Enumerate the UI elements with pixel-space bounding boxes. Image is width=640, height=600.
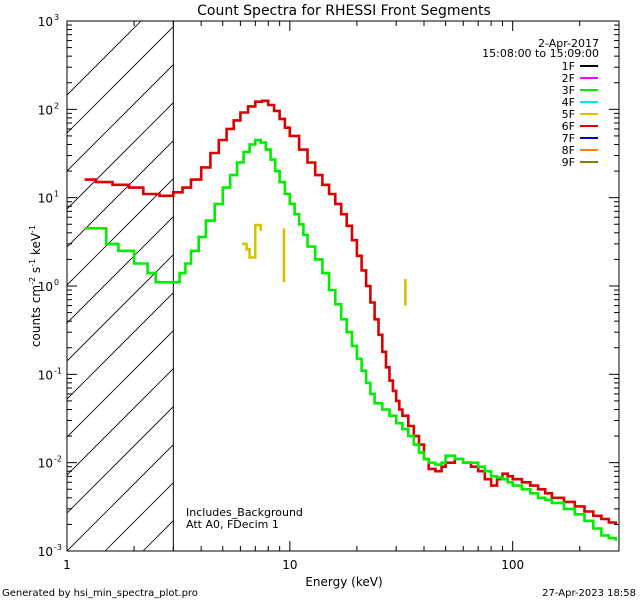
y-tick-label: 10 <box>38 545 53 559</box>
y-tick-label: 10 <box>38 192 53 206</box>
series-5F-line <box>242 223 262 259</box>
annotation-attenuator: Att A0, FDecim 1 <box>186 518 279 531</box>
legend-label: 1F <box>562 60 575 73</box>
series-3F-line <box>84 138 617 541</box>
hatch-line <box>409 21 640 551</box>
series-6F-line <box>84 99 617 525</box>
legend-label: 3F <box>562 84 575 97</box>
legend-label: 7F <box>562 132 575 145</box>
hatch-line <box>67 368 174 476</box>
x-tick-label: 1 <box>63 558 71 572</box>
time-range-label: 15:08:00 to 15:09:00 <box>482 47 599 60</box>
legend-label: 8F <box>562 144 575 157</box>
y-axis-label: counts cm-2 s-1 keV-1 <box>28 225 43 347</box>
hatch-line <box>67 26 174 134</box>
hatch-line <box>67 64 174 172</box>
hatch-line <box>67 444 174 551</box>
y-tick-exponent: -1 <box>54 366 62 375</box>
hatched-region <box>67 21 640 551</box>
y-tick-exponent: -3 <box>54 543 62 552</box>
y-tick-exponent: 2 <box>54 101 59 110</box>
legend-label: 9F <box>562 156 575 169</box>
y-tick-label: 10 <box>38 103 53 117</box>
legend-label: 6F <box>562 120 575 133</box>
hatch-line <box>219 21 640 551</box>
y-tick-exponent: 0 <box>54 278 59 287</box>
hatch-line <box>257 21 640 551</box>
y-tick-exponent: -2 <box>54 455 62 464</box>
plot-frame <box>66 20 620 552</box>
hatch-line <box>371 21 640 551</box>
date-label: 2-Apr-2017 <box>538 37 599 50</box>
legend-label: 2F <box>562 72 575 85</box>
y-tick-exponent: 3 <box>54 13 59 22</box>
legend-label: 4F <box>562 96 575 109</box>
hatch-line <box>67 406 174 514</box>
hatch-line <box>67 254 174 362</box>
footer-timestamp: 27-Apr-2023 18:58 <box>542 588 636 599</box>
y-tick-label: 10 <box>38 457 53 471</box>
x-axis-label: Energy (keV) <box>305 575 382 589</box>
y-tick-exponent: 1 <box>54 190 59 199</box>
y-tick-label: 10 <box>38 15 53 29</box>
hatch-line <box>295 21 640 551</box>
footer-generated-by: Generated by hsi_min_spectra_plot.pro <box>2 588 198 599</box>
chart-title: Count Spectra for RHESSI Front Segments <box>197 3 491 19</box>
annotation-background: Includes_Background <box>186 506 303 519</box>
y-tick-label: 10 <box>38 368 53 382</box>
hatch-line <box>523 21 640 551</box>
legend-label: 5F <box>562 108 575 121</box>
hatch-line <box>67 102 174 210</box>
x-tick-label: 10 <box>282 558 297 572</box>
x-tick-label: 100 <box>501 558 524 572</box>
y-tick-label: 10 <box>38 280 53 294</box>
hatch-line <box>67 216 174 324</box>
